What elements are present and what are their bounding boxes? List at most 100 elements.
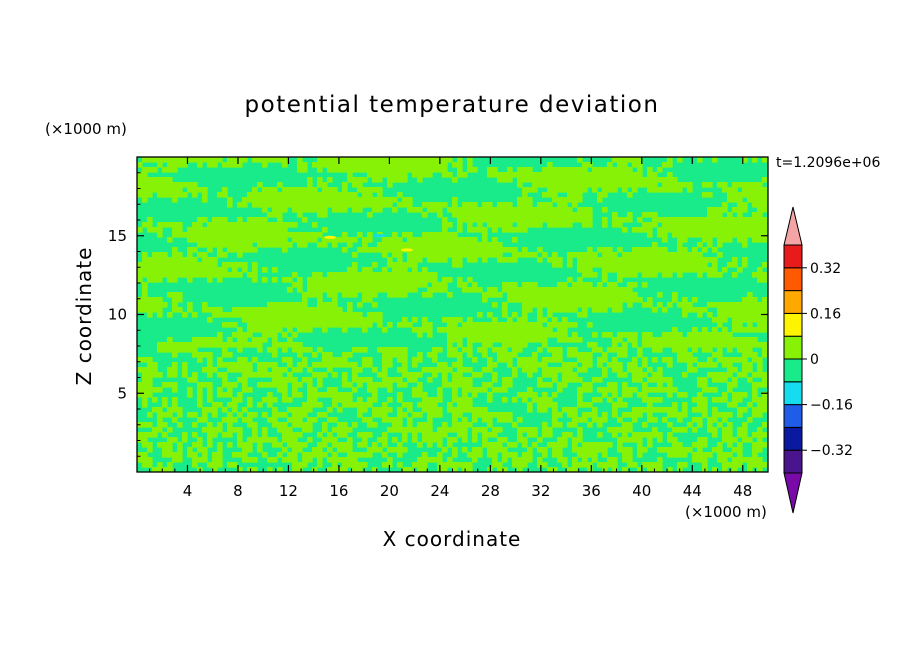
field-cell [622,217,628,223]
field-cell [232,362,238,368]
field-cell [612,217,618,223]
field-cell [272,222,278,228]
field-cell [167,257,173,263]
field-cell [577,187,583,193]
field-cell [197,442,203,448]
field-cell [202,367,208,373]
field-cell [447,407,453,413]
field-cell [197,352,203,358]
field-cell [312,232,318,238]
field-cell [502,327,508,333]
field-cell [352,202,358,208]
field-cell [687,302,693,308]
field-cell [427,207,433,213]
field-cell [752,357,758,363]
field-cell [667,272,673,278]
field-cell [467,322,473,328]
field-cell [582,162,588,168]
field-cell [512,252,518,258]
field-cell [332,237,338,243]
field-cell [392,437,398,443]
field-cell [547,382,553,388]
field-cell [647,167,653,173]
field-cell [367,212,373,218]
field-cell [732,217,738,223]
field-cell [527,292,533,298]
field-cell [392,262,398,268]
field-cell [277,307,283,313]
field-cell [342,247,348,253]
field-cell [282,162,288,168]
field-cell [437,407,443,413]
field-cell [707,227,713,233]
field-cell [577,367,583,373]
field-cell [362,377,368,383]
field-cell [522,192,528,198]
field-cell [222,222,228,228]
field-cell [742,237,748,243]
field-cell [337,287,343,293]
field-cell [447,327,453,333]
field-cell [652,432,658,438]
field-cell [352,452,358,458]
field-cell [447,157,453,163]
field-cell [282,447,288,453]
field-cell [177,307,183,313]
field-cell [577,312,583,318]
field-cell [242,312,248,318]
field-cell [222,272,228,278]
field-cell [587,267,593,273]
field-cell [502,282,508,288]
field-cell [362,167,368,173]
field-cell [152,272,158,278]
field-cell [677,452,683,458]
field-cell [297,382,303,388]
field-cell [552,357,558,363]
field-cell [612,267,618,273]
field-cell [757,362,763,368]
field-cell [227,367,233,373]
field-cell [492,427,498,433]
field-cell [297,412,303,418]
field-cell [727,462,733,468]
field-cell [282,302,288,308]
field-cell [312,222,318,228]
field-cell [272,372,278,378]
field-cell [487,392,493,398]
field-cell [477,337,483,343]
field-cell [272,312,278,318]
field-cell [207,247,213,253]
field-cell [547,222,553,228]
field-cell [582,312,588,318]
field-cell [257,197,263,203]
field-cell [197,222,203,228]
field-cell [572,372,578,378]
field-cell [147,297,153,303]
field-cell [667,262,673,268]
field-cell [572,212,578,218]
field-cell [397,367,403,373]
field-cell [442,162,448,168]
field-cell [557,337,563,343]
field-cell [672,332,678,338]
field-cell [472,237,478,243]
field-cell [432,237,438,243]
field-cell [647,417,653,423]
field-cell [552,182,558,188]
field-cell [187,237,193,243]
field-cell [697,307,703,313]
field-cell [237,342,243,348]
field-cell [547,367,553,373]
field-cell [457,332,463,338]
field-cell [722,182,728,188]
field-cell [527,167,533,173]
field-cell [307,367,313,373]
field-cell [467,367,473,373]
field-cell [562,437,568,443]
field-cell [277,342,283,348]
field-cell [232,407,238,413]
field-cell [207,357,213,363]
field-cell [532,182,538,188]
field-cell [742,207,748,213]
field-cell [407,422,413,428]
